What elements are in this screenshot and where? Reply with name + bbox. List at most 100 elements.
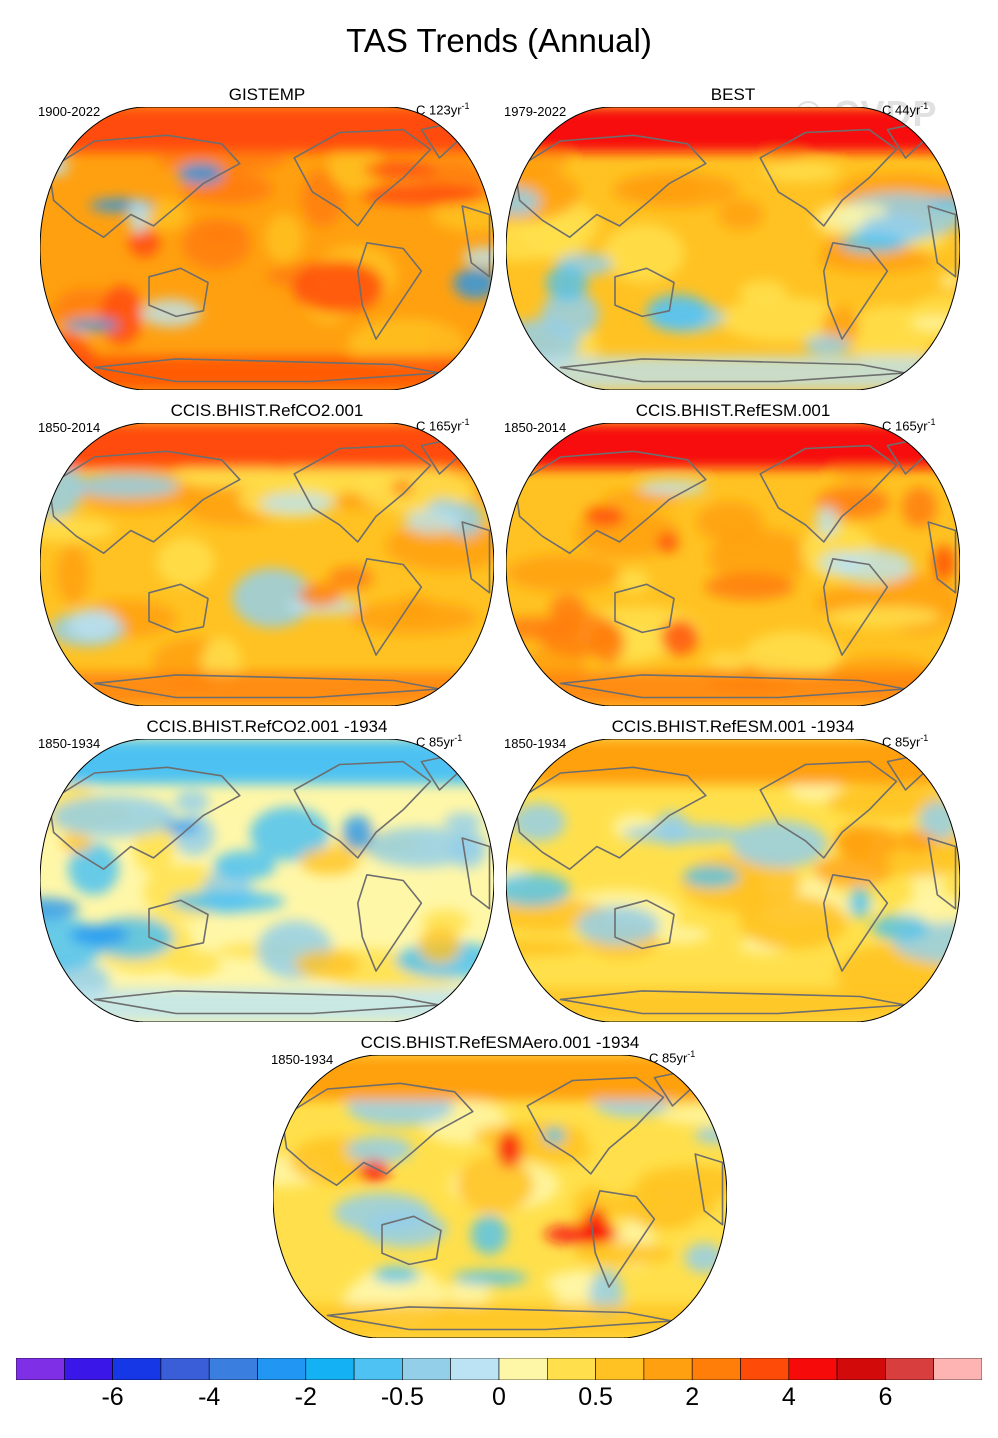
map-panel: CCIS.BHIST.RefESM.001 -1934 1850-1934 C 85… <box>504 717 976 1039</box>
panel-period: 1850-2014 <box>504 420 567 435</box>
panel-scale: C 85yr-1 <box>649 1049 696 1066</box>
map-panel: CCIS.BHIST.RefCO2.001 1850-2014 C 165yr-1 <box>38 401 510 723</box>
trend-region <box>602 490 680 507</box>
trend-region <box>636 1165 727 1201</box>
coastline <box>526 1076 665 1175</box>
trend-region <box>496 1131 523 1168</box>
trend-region <box>373 1266 420 1284</box>
coastline <box>93 674 441 699</box>
coastline <box>461 837 491 910</box>
coastline <box>514 134 707 238</box>
coastline <box>48 450 241 554</box>
trend-region <box>544 1223 620 1246</box>
trend-region <box>128 198 150 234</box>
arctic-band <box>506 423 960 469</box>
arctic-band <box>273 1055 727 1101</box>
map-border <box>506 423 960 706</box>
trend-region <box>342 815 373 851</box>
trend-region <box>576 905 660 946</box>
panel-scale: C 165yr-1 <box>882 417 936 434</box>
trend-region <box>617 569 650 593</box>
trend-region <box>939 274 960 288</box>
trend-region <box>731 820 828 868</box>
coastline <box>93 990 441 1015</box>
coastline <box>822 242 889 340</box>
coastline <box>559 674 907 699</box>
trend-region <box>789 778 841 803</box>
arctic-band <box>40 739 494 785</box>
coastline <box>326 1306 674 1331</box>
trend-region <box>396 596 433 620</box>
trend-region <box>848 886 872 919</box>
trend-region <box>719 296 846 342</box>
colorbar-swatch <box>112 1358 162 1380</box>
trend-region <box>684 1242 725 1273</box>
coastline <box>614 583 675 634</box>
trend-region <box>56 545 89 605</box>
trend-region <box>50 795 177 838</box>
coastline <box>461 205 491 278</box>
colorbar-swatch <box>257 1358 307 1380</box>
map-panel: CCIS.BHIST.RefESM.001 1850-2014 C 165yr-1 <box>504 401 976 723</box>
coastline <box>614 899 675 950</box>
panel-title: CCIS.BHIST.RefESMAero.001 -1934 <box>360 1033 640 1052</box>
panel-period: 1979-2022 <box>504 104 567 119</box>
trend-region <box>294 950 361 979</box>
trend-region <box>657 532 679 553</box>
colorbar-tick-label: 2 <box>685 1383 700 1411</box>
trend-region <box>163 820 201 834</box>
coastline <box>927 205 957 278</box>
trend-region <box>835 203 888 219</box>
trend-region <box>804 335 851 355</box>
map-border <box>40 423 494 706</box>
colorbar-swatch <box>160 1358 210 1380</box>
trend-region <box>827 606 941 627</box>
colorbar-swatch <box>933 1358 982 1380</box>
trend-region <box>584 505 625 527</box>
trend-region <box>444 1280 492 1305</box>
coastline <box>614 267 675 318</box>
coastline <box>589 1190 656 1288</box>
trend-region <box>404 508 462 535</box>
coastline <box>356 242 423 340</box>
arctic-band <box>40 107 494 153</box>
coastline <box>93 358 441 383</box>
coastline <box>927 837 957 910</box>
trend-region <box>249 806 330 861</box>
colorbar-tick-label: -2 <box>294 1383 317 1411</box>
coastline <box>759 760 898 859</box>
trend-region <box>706 651 750 671</box>
coastline <box>759 128 898 227</box>
coastline <box>293 444 432 543</box>
trend-region <box>444 812 482 831</box>
colorbar-tick-label: 4 <box>781 1383 796 1411</box>
trend-region <box>450 829 487 869</box>
coastline <box>148 899 209 950</box>
colorbar-tick-label: -6 <box>101 1383 124 1411</box>
trend-map <box>506 739 960 1022</box>
trend-region <box>385 520 494 571</box>
trend-region <box>573 1242 674 1265</box>
trend-region <box>623 173 703 201</box>
map-border <box>40 107 494 390</box>
trend-region <box>927 196 960 209</box>
trend-region <box>260 492 335 515</box>
trend-region <box>196 220 248 245</box>
trend-region <box>72 473 179 499</box>
figure-title: TAS Trends (Annual) <box>346 22 652 59</box>
coastline <box>822 558 889 656</box>
panel-scale: C 123yr-1 <box>416 101 470 118</box>
trend-region <box>932 545 956 582</box>
trend-region <box>506 873 571 907</box>
trend-region <box>61 833 92 853</box>
trend-region <box>661 619 699 656</box>
trend-region <box>813 856 893 886</box>
trend-region <box>40 897 80 920</box>
trend-region <box>696 501 763 543</box>
coastline <box>48 134 241 238</box>
coastline <box>927 521 957 594</box>
trend-region <box>456 1155 534 1214</box>
trend-region <box>871 914 929 941</box>
panel-period: 1850-2014 <box>38 420 101 435</box>
trend-region <box>174 790 210 813</box>
